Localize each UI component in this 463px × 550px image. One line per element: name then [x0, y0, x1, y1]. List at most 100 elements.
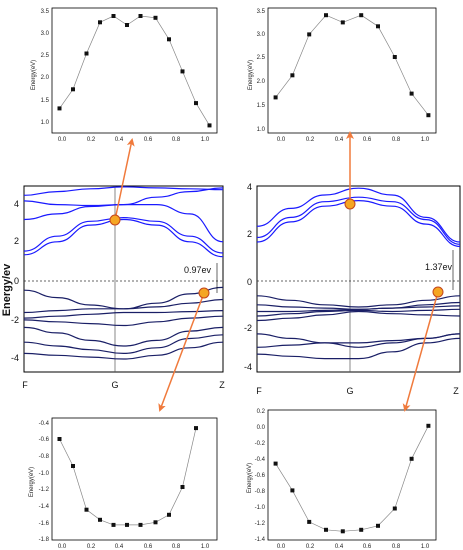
- middle-left-xtick: G: [111, 380, 118, 390]
- middle-left-xtick: Z: [219, 380, 225, 390]
- connector-arrows: [114, 131, 439, 412]
- middle-left-band-lines: [23, 186, 224, 360]
- bottom-right-ytick: 0.0: [257, 425, 266, 431]
- top-left-point: [207, 123, 212, 128]
- bottom-left-point: [71, 464, 75, 468]
- top-right-point: [273, 95, 278, 100]
- bottom-right-ytick: -1.0: [255, 505, 266, 511]
- top-left-ytick: 2.5: [41, 53, 50, 59]
- middle-right-xtick: F: [256, 386, 262, 396]
- middle-left-band-line: [23, 310, 224, 319]
- arrow-down-left: [158, 292, 205, 412]
- middle-right-frame: [256, 185, 461, 373]
- middle-left-ytick: -4: [11, 353, 19, 363]
- bottom-right-point: [359, 527, 364, 532]
- bottom-right-ytick: -0.8: [255, 489, 266, 495]
- middle-right-ytick: 0: [247, 277, 252, 287]
- middle-left-bands: Energy/ev 4 2 0 -2 -4 F G Z 0.97ev: [1, 185, 225, 390]
- middle-right-ytick: -4: [244, 362, 252, 372]
- bottom-left-plot: Energy(eV) -0.4 -0.6 -0.8 -1.0 -1.2 -1.4…: [29, 417, 218, 550]
- bottom-left-ytick: -1.4: [39, 504, 50, 510]
- middle-right-band-lines: [256, 187, 461, 360]
- top-left-point: [111, 14, 116, 18]
- bottom-left-point: [111, 522, 116, 527]
- bottom-right-frame: [267, 409, 437, 541]
- bottom-right-xtick: 0.2: [306, 544, 315, 550]
- top-left-point: [167, 37, 171, 42]
- top-left-xtick: 0.4: [115, 137, 124, 143]
- top-right-xtick: 0.0: [277, 137, 286, 143]
- bottom-right-point: [392, 506, 397, 511]
- middle-right-band-line: [256, 308, 461, 317]
- top-left-ytick: 2.0: [41, 75, 50, 81]
- top-right-ytick: 3.0: [257, 32, 266, 38]
- top-left-ylabel: Energy(eV): [31, 60, 37, 90]
- middle-left-band-line: [23, 315, 224, 327]
- bottom-left-point: [57, 437, 62, 441]
- middle-right-gap-label: 1.37ev: [425, 262, 453, 272]
- bottom-right-xtick: 0.8: [392, 544, 401, 550]
- middle-left-band-line: [23, 186, 224, 196]
- bottom-left-yticks: -0.4 -0.6 -0.8 -1.0 -1.2 -1.4 -1.6 -1.8: [39, 421, 50, 543]
- bottom-right-line: [275, 425, 429, 532]
- middle-right-band-line: [256, 196, 461, 245]
- bottom-left-ytick: -0.4: [39, 421, 50, 427]
- top-right-xtick: 0.8: [392, 137, 401, 143]
- top-left-xtick: 0.2: [87, 137, 96, 143]
- middle-left-band-line: [23, 298, 224, 314]
- middle-right-xtick: G: [346, 386, 353, 396]
- bottom-left-ytick: -0.6: [39, 437, 50, 443]
- vbm-marker-right: [432, 286, 444, 298]
- top-left-point: [57, 106, 62, 111]
- bottom-right-ytick: -0.2: [255, 441, 266, 447]
- bottom-left-point: [153, 520, 158, 525]
- bottom-left-xtick: 1.0: [201, 544, 210, 550]
- middle-right-band-line: [256, 310, 461, 322]
- bottom-left-point: [138, 522, 143, 527]
- middle-right-band-line: [256, 333, 461, 348]
- top-left-point: [138, 14, 143, 18]
- top-right-series: [273, 13, 431, 118]
- bottom-right-point: [340, 529, 345, 534]
- middle-left-band-line: [23, 341, 224, 360]
- middle-left-ytick: 4: [14, 199, 19, 209]
- middle-left-xtick: F: [22, 380, 28, 390]
- bottom-right-point: [290, 488, 295, 493]
- bottom-left-line: [59, 428, 197, 526]
- middle-right-band-line: [256, 199, 461, 248]
- top-right-point: [426, 113, 431, 118]
- bottom-left-point: [98, 517, 102, 522]
- arrow-down-right: [402, 291, 439, 412]
- bottom-left-ytick: -0.8: [39, 454, 50, 460]
- bottom-right-ytick: 0.2: [257, 409, 266, 415]
- bottom-right-point: [409, 456, 414, 461]
- top-right-yticks: 1.0 1.5 2.0 2.5 3.0 3.5: [257, 9, 266, 133]
- top-right-ytick: 1.5: [257, 103, 266, 109]
- top-right-ytick: 2.5: [257, 55, 266, 61]
- top-left-ytick: 3.5: [41, 9, 50, 15]
- cbm-marker-left: [109, 214, 121, 226]
- top-left-point: [194, 101, 198, 106]
- middle-left-gap-label: 0.97ev: [184, 265, 212, 275]
- middle-left-ytick: 0: [14, 276, 19, 286]
- bottom-right-xtick: 0.0: [277, 544, 286, 550]
- arrow-up-left: [114, 138, 135, 221]
- top-left-point: [98, 20, 102, 25]
- top-right-point: [359, 13, 364, 18]
- middle-right-bands: 4 2 0 -2 -4 F G Z 1.37ev: [244, 182, 461, 396]
- bottom-left-ytick: -1.6: [39, 521, 50, 527]
- middle-left-ytick: -2: [11, 315, 19, 325]
- bottom-left-xtick: 0.0: [58, 544, 67, 550]
- bottom-right-point: [426, 423, 431, 428]
- top-left-point: [71, 87, 75, 92]
- bottom-right-yticks: 0.2 0.0 -0.2 -0.4 -0.6 -0.8 -1.0 -1.2 -1…: [255, 409, 266, 543]
- top-left-point: [84, 51, 89, 56]
- middle-left-band-line: [23, 218, 224, 258]
- bottom-left-xtick: 0.6: [144, 544, 153, 550]
- middle-right-band-line: [256, 337, 461, 360]
- bottom-left-frame: [51, 417, 218, 541]
- top-right-xtick: 0.6: [363, 137, 372, 143]
- bottom-left-ytick: -1.2: [39, 487, 50, 493]
- top-right-point: [376, 24, 380, 29]
- top-left-xtick: 0.8: [172, 137, 181, 143]
